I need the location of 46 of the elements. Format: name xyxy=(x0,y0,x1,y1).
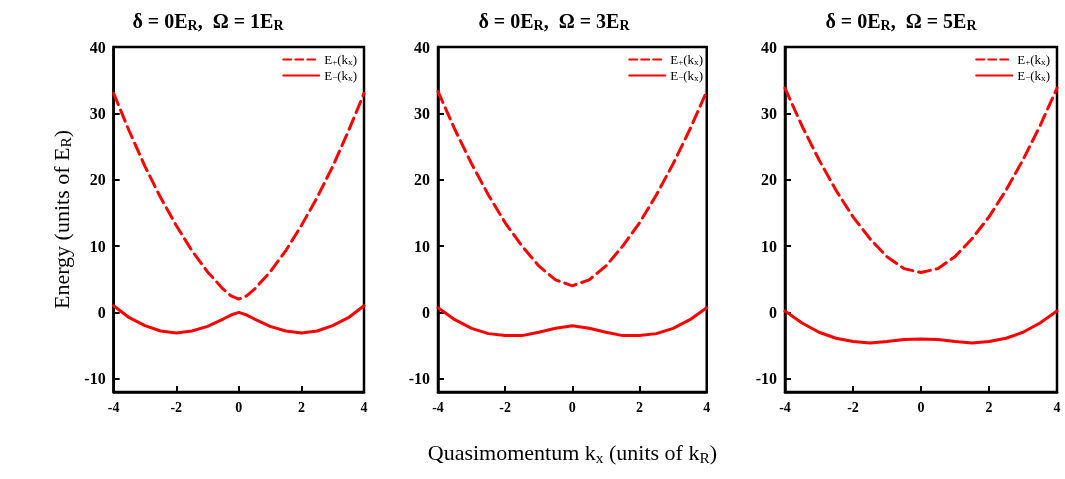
x-tick-label: -4 xyxy=(432,399,444,415)
x-tick-label: 4 xyxy=(1053,399,1061,415)
y-tick-label: -10 xyxy=(408,370,430,388)
legend-label: E−(kx) xyxy=(1017,67,1051,84)
x-tick-label: -2 xyxy=(847,399,859,415)
y-tick-label: 40 xyxy=(761,38,777,56)
x-tick-label: 2 xyxy=(636,399,644,415)
x-tick-label: -2 xyxy=(170,399,183,415)
y-tick-label: -10 xyxy=(755,370,777,388)
line-series xyxy=(783,309,1059,345)
line-series xyxy=(783,86,1059,275)
x-tick-label: -4 xyxy=(107,399,120,415)
y-axis-title: Energy (units of ER) xyxy=(48,129,75,310)
x-tick-label: -2 xyxy=(499,399,512,415)
y-tick-label: 30 xyxy=(89,104,106,122)
y-tick-label: 40 xyxy=(414,38,430,56)
legend-label: E+(kx) xyxy=(670,52,704,68)
y-tick-label: 30 xyxy=(414,104,430,122)
line-series xyxy=(436,89,709,288)
x-tick-label: 0 xyxy=(917,399,925,415)
line-series xyxy=(112,91,366,301)
y-tick-label: -10 xyxy=(84,370,106,388)
x-tick-label: 0 xyxy=(568,399,576,415)
y-tick-label: 0 xyxy=(97,303,106,321)
x-tick-label: 4 xyxy=(703,399,711,415)
legend-label: E+(kx) xyxy=(1017,52,1051,68)
y-tick-label: 40 xyxy=(89,38,106,56)
legend-label: E−(kx) xyxy=(670,67,704,84)
line-series xyxy=(436,306,709,338)
x-tick-label: -4 xyxy=(779,399,791,415)
y-tick-label: 0 xyxy=(769,303,777,321)
x-tick-label: 2 xyxy=(297,399,305,415)
y-tick-label: 20 xyxy=(89,171,106,189)
y-tick-label: 20 xyxy=(761,171,777,189)
y-tick-label: 30 xyxy=(761,104,777,122)
y-tick-label: 10 xyxy=(414,237,430,255)
y-tick-label: 0 xyxy=(422,303,430,321)
x-tick-label: 4 xyxy=(360,399,368,415)
legend-label: E+(kx) xyxy=(324,52,358,68)
x-tick-label: 0 xyxy=(235,399,243,415)
x-tick-label: 2 xyxy=(985,399,993,415)
legend-label: E−(kx) xyxy=(324,67,358,84)
y-tick-label: 10 xyxy=(761,237,777,255)
y-tick-label: 20 xyxy=(414,171,430,189)
line-series xyxy=(112,304,366,335)
y-tick-label: 10 xyxy=(89,237,106,255)
